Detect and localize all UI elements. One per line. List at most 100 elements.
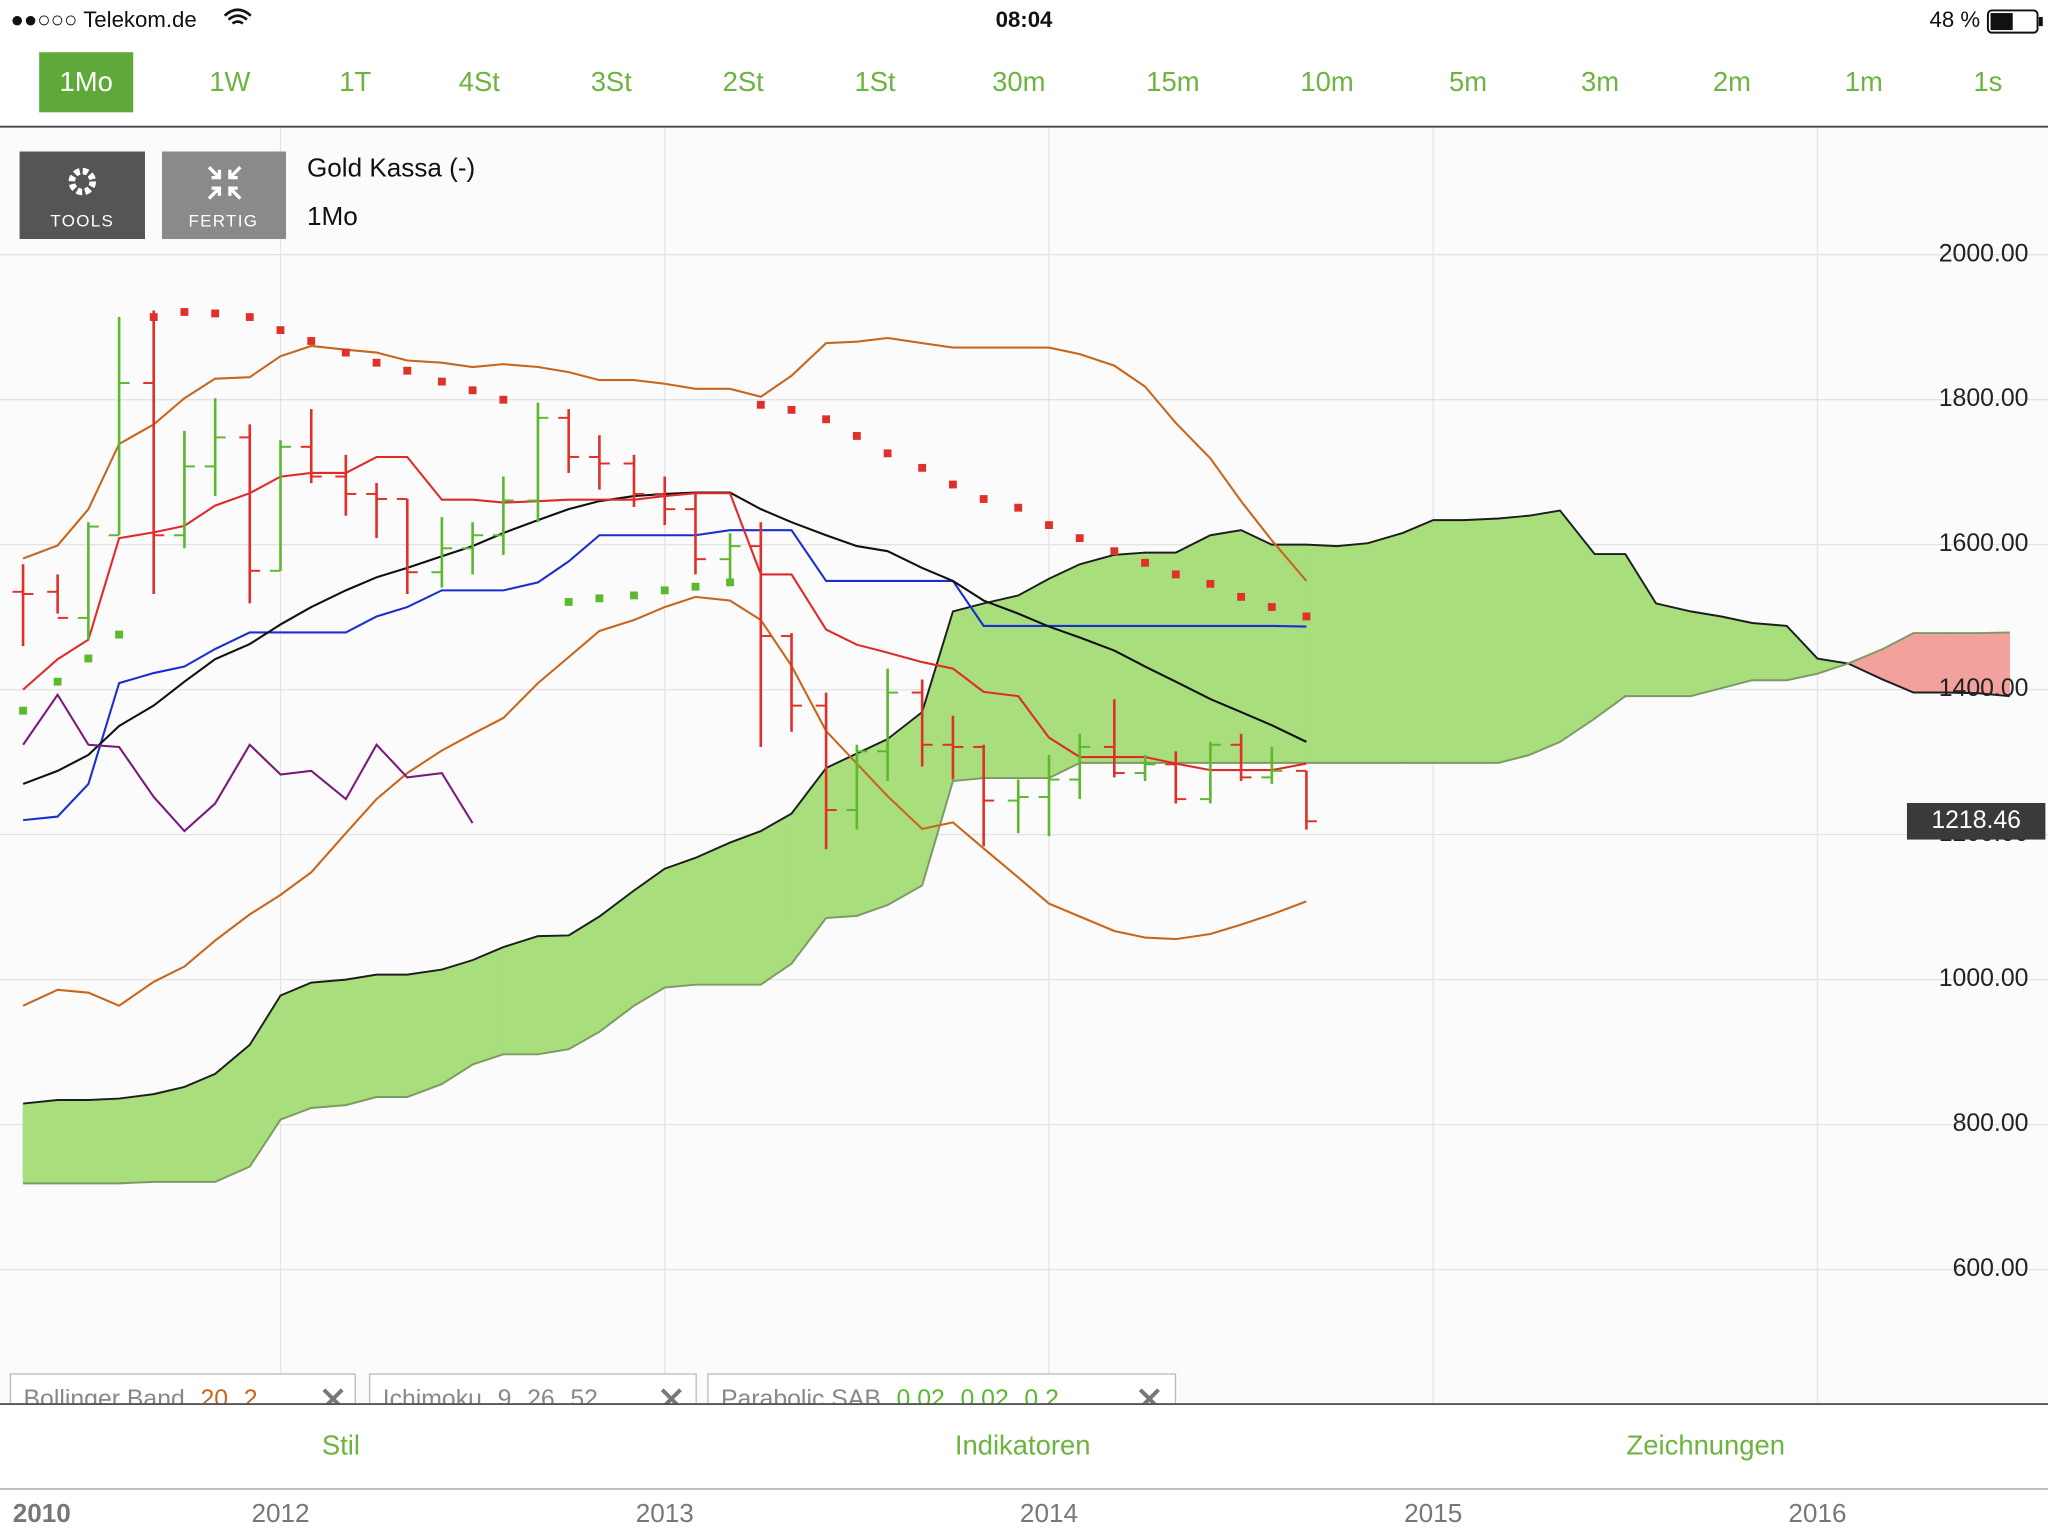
timeframe-tab[interactable]: 1St [855,66,897,97]
y-tick-label: 1000.00 [1939,965,2029,992]
done-button[interactable]: FERTIG [161,151,287,240]
indicator-param: 0.2 [1024,1386,1058,1413]
timeframe-tab[interactable]: 30m [992,66,1045,97]
cloud-edge [23,509,2010,1105]
timeframe-tab[interactable]: 4St [459,66,501,97]
indicator-line [22,692,474,833]
timeframe-tab[interactable]: 2m [1713,66,1751,97]
plot [0,127,2048,1405]
indicator-param: 0.02 [960,1386,1008,1413]
timeframe-tab[interactable]: 15m [1146,66,1199,97]
last-price-marker [1906,802,2046,840]
sar-dot [948,480,957,489]
timeframe-tabs: 1Mo 1W 1T 4St 3St 2St 1St 30m 15m 10m 5m 3m 2m 1m 1s [39,52,2002,113]
tools-button[interactable]: TOOLS [19,151,145,240]
cloud-segment [1175,534,1211,764]
sar-dot [468,386,477,395]
x-tick-label: 2012 [251,1498,309,1528]
cloud-segment [664,857,696,989]
active-tab-background [39,52,134,113]
sar-dot [19,706,27,715]
cloud-segment [118,1093,155,1184]
sar-dot [245,313,254,321]
battery-icon [1986,9,2043,34]
timeframe-tab[interactable]: 1Mo [60,66,113,97]
cloud-segment [472,946,504,1065]
x-tick-label: 2014 [1020,1498,1078,1528]
indicator-chips: Bollinger Band 20 2 Ichimoku 9 26 52 Paraboli… [9,1373,1177,1426]
y-tick-label: 1400.00 [1939,675,2029,702]
sar-dot [307,337,316,345]
sar-dot [1110,547,1119,556]
cloud-segment [856,738,888,917]
timeframe-tab[interactable]: 3St [591,66,633,97]
cloud-segment [952,602,985,782]
indicator-name: Ichimoku 9 26 52 [383,1386,598,1413]
bottom-tab[interactable]: Stil [322,1429,360,1460]
cloud-segment [695,842,731,986]
indicator-name: Bollinger Band [24,1386,185,1413]
x-tick-label: 2015 [1404,1498,1462,1528]
x-tick-label: 2016 [1788,1498,1846,1528]
cloud-segment [1690,610,1722,697]
clock: 08:04 [996,7,1053,32]
cloud-segment [1048,563,1081,779]
sar-dot [1141,558,1149,567]
sar-dot [276,326,285,335]
cloud-segment [1498,515,1530,764]
wifi-icon [223,8,252,25]
indicator-name: Parabolic SAB [721,1386,881,1413]
cloud-segment [537,935,570,1055]
indicator-line [22,336,1308,582]
cloud-segment [1306,544,1338,764]
bottom-tab[interactable]: Zeichnungen [1627,1429,1785,1460]
cloud-segment [1017,578,1050,779]
cloud-segment [983,594,1019,779]
timeframe-tab[interactable]: 3m [1581,66,1619,97]
cloud-segment [1240,529,1273,764]
sar-dot [1267,603,1276,611]
last-price-label: 1218.46 [1931,807,2021,834]
sar-dot [115,630,124,639]
timeframe-tab[interactable]: 1W [209,66,250,97]
cloud-segment [184,1073,216,1183]
sar-dot [1206,579,1215,588]
sar-dot [852,432,861,440]
sar-dot [1045,521,1053,530]
sar-dot [341,348,350,357]
cloud-segment [1528,510,1561,756]
cloud-segment [1655,602,1692,697]
sar-dot [372,358,381,367]
indicator-name: Ichimoku [383,1386,482,1413]
cloud-segment [280,981,312,1121]
cloud-segment [1079,554,1115,764]
cloud-segment [441,959,474,1085]
cloud-segment [376,974,408,1098]
timeframe-tab[interactable]: 1m [1845,66,1883,97]
timeframe-tab[interactable]: 5m [1449,66,1487,97]
indicator-param: 2 [244,1386,258,1413]
timeframe-tab[interactable]: 2St [723,66,765,97]
indicator-line [22,595,1307,1007]
timeframe-tab[interactable]: 1T [339,66,371,97]
sar-dot [1302,612,1311,621]
bottom-tab[interactable]: Indikatoren [955,1429,1091,1460]
indicator-chip[interactable]: Bollinger Band 20 2 [9,1373,356,1426]
sar-dot [1171,570,1180,579]
cloud-segment [57,1099,89,1184]
indicator-name: Bollinger Band 20 2 [24,1386,258,1413]
timeframe-tab[interactable]: 10m [1300,66,1353,97]
cloud-segment [1432,519,1465,764]
button-label: TOOLS [50,212,114,231]
indicator-chip[interactable]: Ichimoku 9 26 52 [368,1373,697,1426]
sar-dot [822,415,831,424]
y-tick-label: 800.00 [1953,1110,2029,1137]
indicator-chip[interactable]: Parabolic SAB 0.02 0.02 0.2 [707,1373,1177,1426]
timeframe-tab[interactable]: 1s [1973,66,2002,97]
cloud-segment [1402,519,1434,764]
sar-dot [787,405,796,414]
indicator-param: 26 [527,1386,555,1413]
cloud-segment [633,867,666,1007]
